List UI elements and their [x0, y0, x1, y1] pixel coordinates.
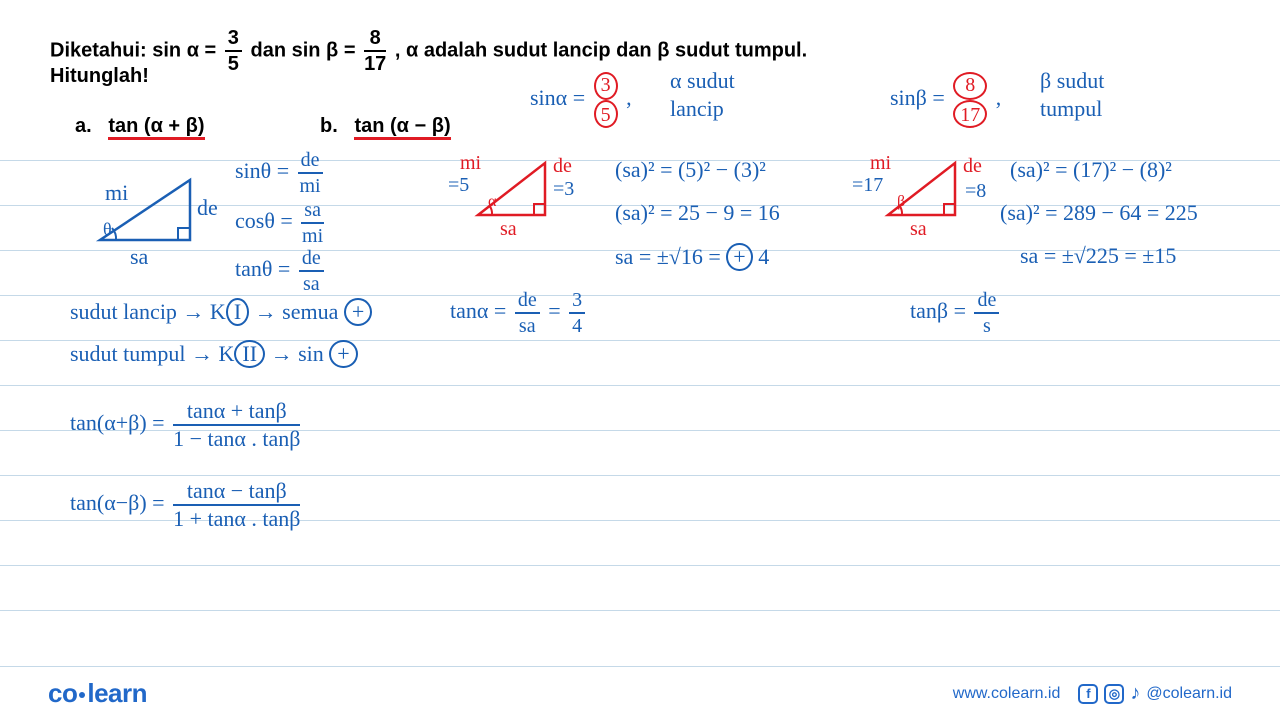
triangle-alpha: [470, 155, 555, 225]
tana: tanα = de sa = 3 4: [450, 290, 588, 336]
b-label: b.: [320, 115, 338, 137]
facebook-icon: f: [1078, 684, 1098, 704]
sudut-tumpul-note: sudut tumpul → KII → sin +: [70, 340, 358, 368]
frac-beta: 8 17: [364, 28, 386, 74]
frac-alpha: 3 5: [225, 28, 242, 74]
beta-tumpul: tumpul: [1040, 96, 1102, 122]
tri-b-mi-val: =17: [852, 174, 883, 197]
tri-gen-mi: mi: [105, 180, 128, 206]
question-line2: Hitunglah!: [50, 65, 149, 88]
q-post: , α adalah sudut lancip dan β sudut tump…: [395, 39, 807, 61]
sa2-a1: (sa)² = (5)² − (3)²: [615, 157, 766, 183]
sin-beta-hand: sinβ = 8 17 ,: [890, 72, 1001, 128]
tan-sum-formula: tan(α+β) = tanα + tanβ 1 − tanα . tanβ: [70, 400, 303, 450]
a-label: a.: [75, 115, 92, 137]
logo: colearn: [48, 678, 147, 709]
b-expr: tan (α − β): [354, 115, 450, 140]
content-area: Diketahui: sin α = 3 5 dan sin β = 8 17 …: [0, 0, 1280, 720]
sa2-a2: (sa)² = 25 − 9 = 16: [615, 200, 780, 226]
a-expr: tan (α + β): [108, 115, 204, 140]
tri-a-mi-val: =5: [448, 174, 469, 197]
tri-a-de-val: =3: [553, 178, 574, 201]
footer-url: www.colearn.id: [953, 685, 1061, 703]
footer-handle: @colearn.id: [1146, 685, 1232, 703]
tri-b-de: de: [963, 155, 982, 178]
tri-gen-sa: sa: [130, 244, 148, 270]
tri-b-angle: β: [897, 193, 905, 211]
tiktok-icon: ♪: [1130, 682, 1140, 705]
tri-gen-de: de: [197, 195, 218, 221]
tanb: tanβ = de s: [910, 290, 1002, 336]
beta-sudut: β sudut: [1040, 68, 1104, 94]
tri-b-de-val: =8: [965, 180, 986, 203]
sa2-b1: (sa)² = (17)² − (8)²: [1010, 157, 1172, 183]
tri-gen-theta: θ: [103, 219, 112, 240]
sa2-b3: sa = ±√225 = ±15: [1020, 243, 1176, 269]
tan-def: tanθ = de sa: [235, 248, 327, 294]
alpha-lancip: lancip: [670, 96, 724, 122]
q-pre: Diketahui: sin α =: [50, 39, 216, 61]
tri-a-de: de: [553, 155, 572, 178]
tan-diff-formula: tan(α−β) = tanα − tanβ 1 + tanα . tanβ: [70, 480, 303, 530]
instagram-icon: ◎: [1104, 684, 1124, 704]
tri-b-sa: sa: [910, 218, 927, 241]
sin-def: sinθ = de mi: [235, 150, 326, 196]
cos-def: cosθ = sa mi: [235, 200, 327, 246]
tri-a-sa: sa: [500, 218, 517, 241]
tri-a-angle: α: [488, 193, 496, 211]
sa2-a3: sa = ±√16 = + 4: [615, 243, 769, 271]
tri-a-mi: mi: [460, 152, 481, 175]
q-mid: dan sin β =: [250, 39, 355, 61]
sin-alpha-hand: sinα = 3 5 ,: [530, 72, 632, 128]
sa2-b2: (sa)² = 289 − 64 = 225: [1000, 200, 1198, 226]
social-icons: f ◎ ♪ @colearn.id: [1078, 682, 1232, 705]
triangle-beta: [880, 155, 965, 225]
sudut-lancip-note: sudut lancip → KI → semua +: [70, 298, 372, 326]
tri-b-mi: mi: [870, 152, 891, 175]
alpha-sudut: α sudut: [670, 68, 735, 94]
footer-right: www.colearn.id f ◎ ♪ @colearn.id: [953, 682, 1232, 705]
logo-dot-icon: [79, 692, 85, 698]
part-a: a. tan (α + β): [75, 115, 205, 138]
footer: colearn www.colearn.id f ◎ ♪ @colearn.id: [0, 666, 1280, 720]
part-b: b. tan (α − β): [320, 115, 451, 138]
